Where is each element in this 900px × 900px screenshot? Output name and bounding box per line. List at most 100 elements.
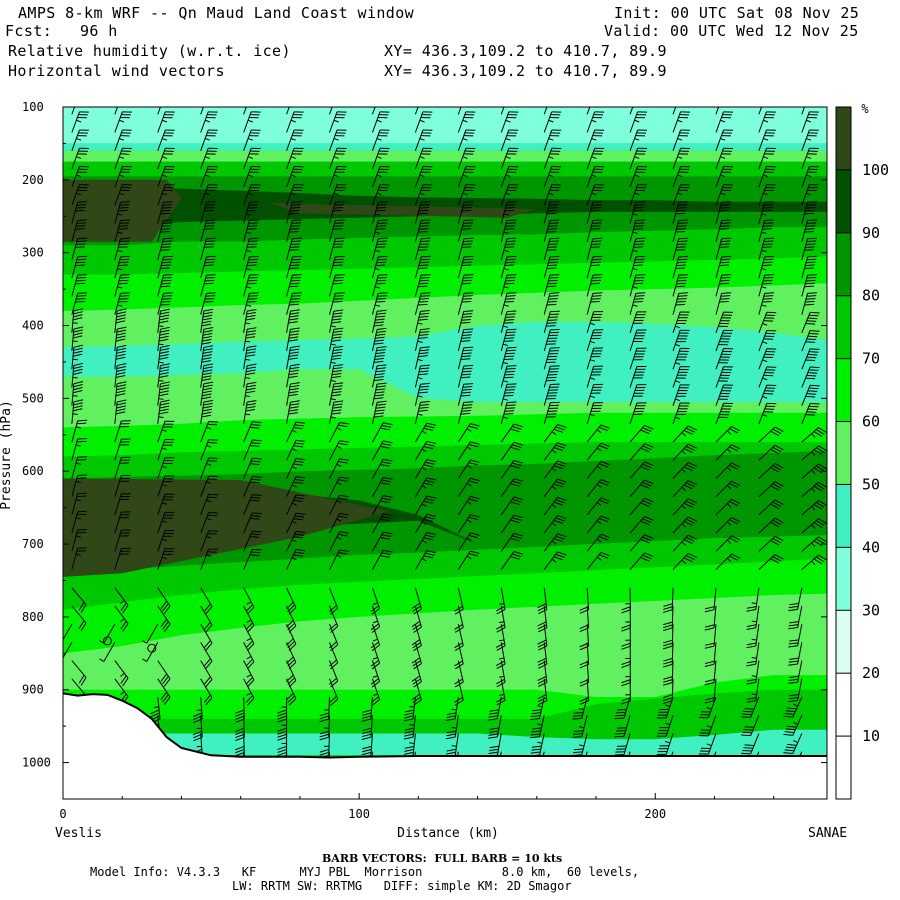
barb-flag [248, 240, 259, 243]
barb-flag [546, 303, 557, 306]
wind-barb [200, 308, 214, 333]
barb-shaft [286, 383, 291, 406]
barb-flag [633, 209, 643, 212]
wind-barb [286, 201, 302, 224]
y-tick-label: 1000 [22, 756, 51, 770]
wind-barb [157, 511, 175, 534]
barb-shaft [496, 696, 502, 719]
wind-barb [629, 329, 647, 352]
barb-flag [462, 261, 472, 264]
barb-flag [787, 725, 797, 728]
barb-flag [746, 642, 757, 646]
barb-flag [329, 659, 337, 667]
wind-barb [500, 514, 524, 534]
barb-shaft [500, 384, 508, 406]
barb-shaft [329, 383, 335, 406]
wind-barb [672, 443, 697, 461]
barb-flag [290, 243, 301, 246]
wind-barb [371, 237, 388, 261]
barb-flag [333, 309, 344, 312]
barb-shaft [586, 166, 596, 188]
wind-barb [243, 255, 259, 279]
barb-flag [548, 225, 558, 227]
barb-flag [462, 225, 472, 227]
barb-shaft [713, 624, 717, 647]
wind-barb [715, 329, 733, 352]
barb-flag [685, 500, 695, 506]
barb-flag [808, 314, 819, 317]
barb-flag [116, 314, 126, 318]
barb-half [409, 705, 415, 708]
barb-flag [538, 645, 548, 651]
barb-flag [77, 419, 88, 422]
barb-flag [378, 274, 388, 276]
barb-flag [592, 237, 603, 240]
barb-half [374, 249, 380, 253]
barb-flag [663, 627, 673, 632]
wind-barb [361, 715, 373, 741]
barb-flag [333, 225, 344, 227]
barb-flag [203, 311, 213, 315]
barb-half [462, 192, 468, 196]
barb-shaft [329, 184, 338, 206]
barb-shaft [755, 660, 760, 683]
barb-shaft [243, 293, 250, 315]
wind-barb [71, 255, 88, 279]
barb-half [372, 693, 378, 697]
barb-shaft [792, 715, 803, 736]
wind-barb [672, 107, 677, 115]
barb-flag [808, 351, 819, 353]
wind-barb [329, 345, 344, 370]
barb-flag [378, 255, 388, 258]
wind-barb [586, 237, 603, 261]
barb-flag [247, 643, 255, 651]
barb-flag [810, 402, 820, 405]
wind-barb [537, 587, 548, 615]
colorbar-segment [836, 232, 851, 296]
wind-barb [445, 715, 459, 740]
barb-flag [118, 264, 128, 267]
barb-flag [245, 372, 256, 376]
barb-flag [720, 298, 730, 300]
barb-half [161, 520, 167, 523]
barb-shaft [329, 347, 335, 370]
barb-flag [504, 282, 515, 285]
wind-barb [286, 512, 306, 534]
wind-barb [243, 548, 262, 570]
barb-flag [806, 393, 817, 395]
barb-flag [331, 339, 341, 342]
wind-barb [758, 219, 775, 242]
rh-band-cyan-2 [63, 143, 827, 151]
wind-barb [286, 129, 304, 151]
barb-shaft [200, 129, 209, 151]
barb-flag [206, 274, 216, 276]
barb-flag [203, 327, 214, 330]
barb-shaft [713, 605, 717, 628]
barb-flag [419, 207, 430, 209]
barb-half [206, 517, 212, 521]
wind-barb [614, 733, 631, 756]
barb-flag [807, 255, 818, 258]
barb-flag [159, 332, 170, 336]
barb-shaft [414, 311, 421, 333]
wind-barb [114, 237, 131, 261]
barb-half [451, 726, 457, 729]
barb-flag [804, 303, 814, 306]
wind-barb [457, 310, 474, 333]
barb-flag [746, 660, 757, 664]
wind-barb [801, 330, 820, 352]
barb-flag [294, 533, 305, 536]
barb-flag [592, 276, 602, 279]
barb-shaft [200, 439, 210, 461]
barb-half [330, 416, 336, 419]
barb-half [596, 556, 602, 561]
wind-barb [157, 605, 171, 633]
barb-shaft [758, 366, 768, 388]
y-tick-label: 500 [22, 391, 44, 405]
barb-shaft [157, 421, 166, 443]
barb-flag [495, 660, 505, 667]
barb-flag [721, 219, 732, 222]
wind-barb [200, 587, 213, 615]
barb-flag [704, 697, 715, 701]
barb-shaft [457, 660, 464, 683]
